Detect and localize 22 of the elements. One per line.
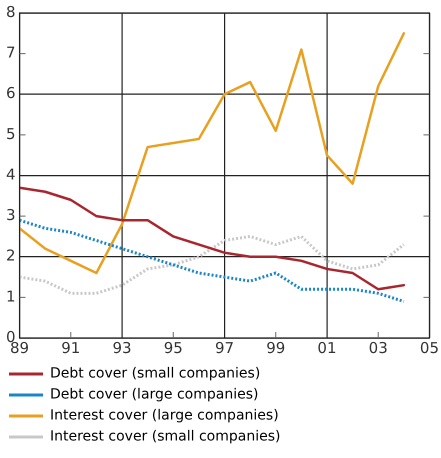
y-tick-label: 3 <box>6 206 16 224</box>
legend-label: Debt cover (large companies) <box>50 386 258 403</box>
legend-label: Debt cover (small companies) <box>50 366 260 382</box>
line-series <box>20 234 406 295</box>
x-tick-label: 95 <box>164 338 183 357</box>
x-tick-label: 03 <box>368 338 388 357</box>
y-tick-label: 6 <box>6 84 16 102</box>
x-tick-label: 05 <box>420 338 440 357</box>
x-tick-label: 93 <box>112 338 132 357</box>
line-series <box>20 218 406 303</box>
y-tick-label: 5 <box>6 124 16 143</box>
y-tick-label: 1 <box>6 287 16 306</box>
x-tick-label: 97 <box>214 338 234 357</box>
x-tick-label: 99 <box>266 338 286 357</box>
y-tick-label: 2 <box>6 246 16 265</box>
y-tick-label: 8 <box>6 2 16 21</box>
legend-label: Interest cover (large companies) <box>50 408 279 424</box>
y-tick-label: 4 <box>6 165 16 184</box>
y-tick-label: 7 <box>6 44 16 62</box>
x-tick-label: 91 <box>61 338 80 357</box>
x-tick-label: 01 <box>317 338 337 357</box>
legend-label: Interest cover (small companies) <box>50 428 280 445</box>
